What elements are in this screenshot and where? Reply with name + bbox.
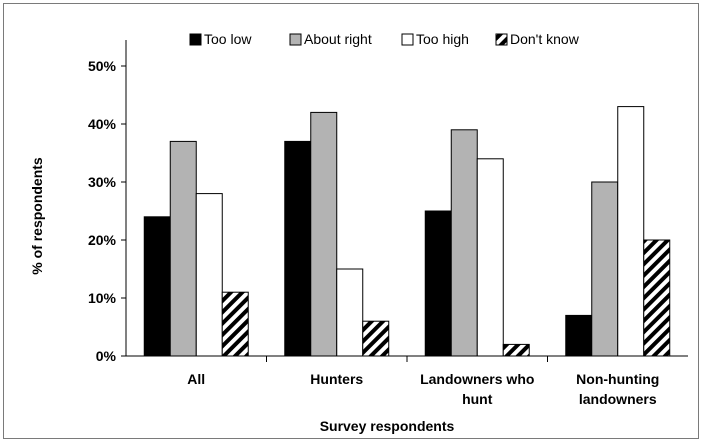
y-tick-label: 0% [96,348,117,364]
x-axis-title: Survey respondents [320,418,455,434]
category-label: hunt [462,391,493,407]
bar-about-right [310,111,338,357]
category-labels: All Hunters Landowners who hunt Non-hunting l… [187,371,659,407]
y-axis-title: % of respondents [29,157,45,275]
bar-don-t-know [221,291,249,357]
legend-label: Too high [416,31,469,47]
bar-too-low [565,314,593,357]
legend-label: Don't know [510,31,580,47]
y-tick-label: 20% [88,232,117,248]
bar-too-high [336,268,364,357]
bar-about-right [169,140,197,357]
bar-about-right [450,129,478,357]
bar-too-high [195,193,223,357]
bar-too-low [424,210,452,357]
bar-too-high [617,106,645,357]
y-tick-label: 10% [88,290,117,306]
y-tick-labels: 0% 10% 20% 30% 40% 50% [88,58,117,364]
y-tick-label: 50% [88,58,117,74]
category-label: landowners [579,391,657,407]
bars [143,106,671,357]
y-tick-label: 40% [88,116,117,132]
category-label: All [187,371,205,387]
chart-frame [3,3,699,439]
bar-don-t-know [643,239,671,357]
bar-too-low [284,140,312,357]
legend-label: Too low [204,31,252,47]
category-label: Non-hunting [576,371,659,387]
category-label: Hunters [310,371,363,387]
legend-swatch [401,33,414,46]
bar-too-low [143,216,171,357]
category-label: Landowners who [420,371,534,387]
legend-label: About right [304,31,372,47]
bar-too-high [476,158,504,357]
y-tick-label: 30% [88,174,117,190]
legend-swatch [495,33,508,46]
bar-don-t-know [362,320,390,357]
bar-about-right [591,181,619,357]
bar-don-t-know [502,343,530,357]
legend-swatch [189,33,202,46]
legend: Too low About right Too high Don't know [189,31,580,47]
legend-swatch [289,33,302,46]
